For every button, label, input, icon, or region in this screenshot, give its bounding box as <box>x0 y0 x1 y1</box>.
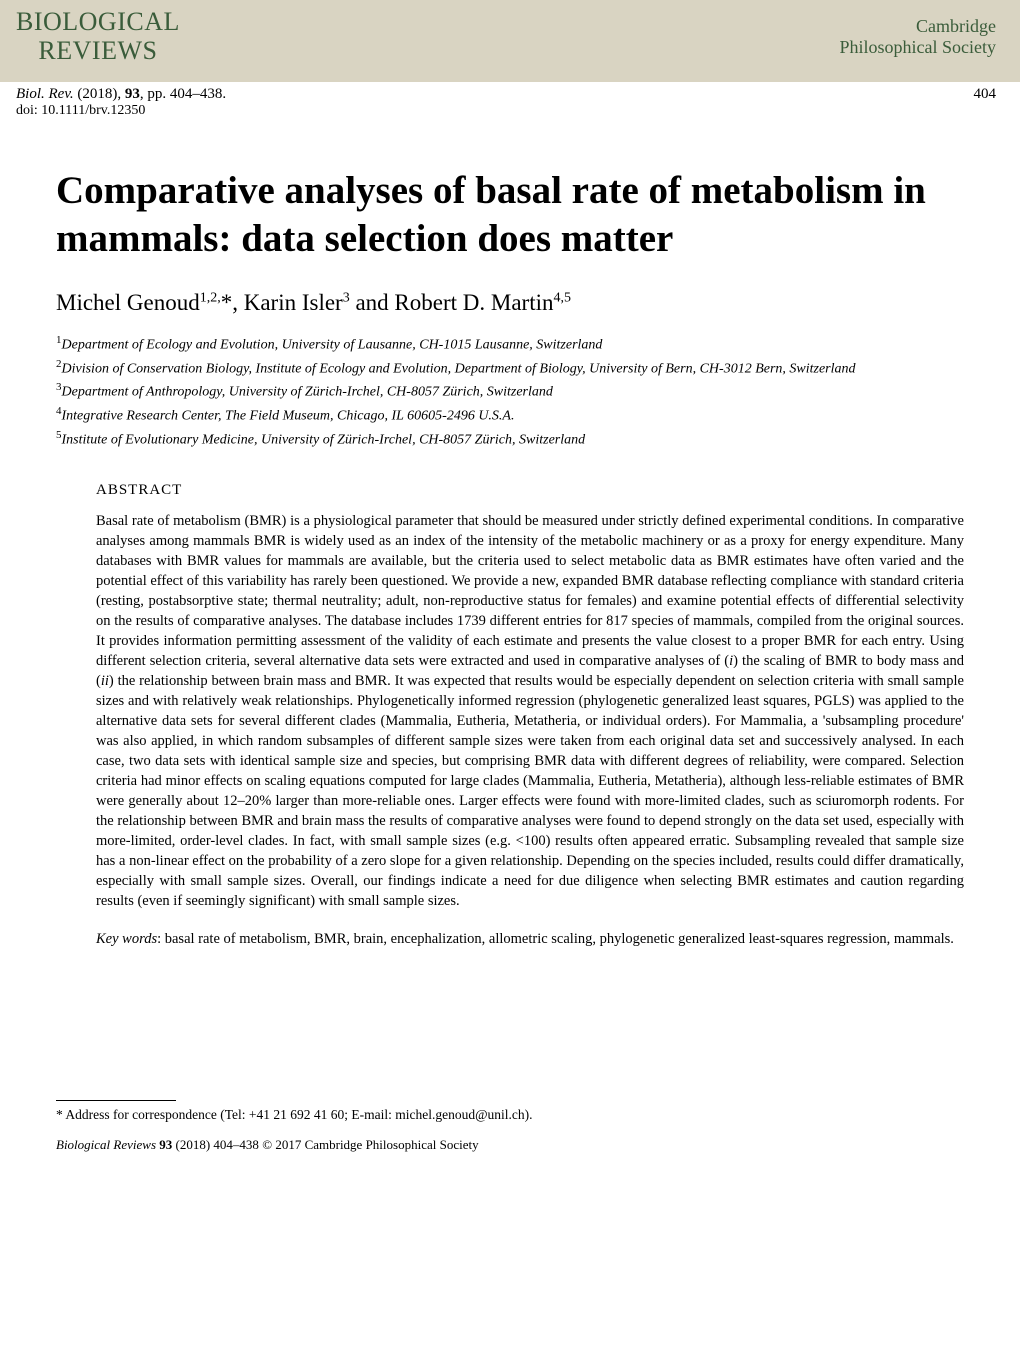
abstract-body: Basal rate of metabolism (BMR) is a phys… <box>96 511 964 911</box>
citation-volume: 93 <box>125 86 140 102</box>
page-number: 404 <box>974 86 997 103</box>
article-title: Comparative analyses of basal rate of me… <box>56 167 964 262</box>
article-content: Comparative analyses of basal rate of me… <box>0 119 1020 990</box>
copyright-rest: © 2017 Cambridge Philosophical Society <box>262 1137 478 1152</box>
correspondence-footnote: * Address for correspondence (Tel: +41 2… <box>56 1107 964 1123</box>
affiliations-block: 1Department of Ecology and Evolution, Un… <box>56 332 964 450</box>
abstract-label: ABSTRACT <box>96 482 964 499</box>
keywords-line: Key words: basal rate of metabolism, BMR… <box>96 929 964 949</box>
affiliation-line: 3Department of Anthropology, University … <box>56 379 964 403</box>
journal-logo-line1: BIOLOGICAL <box>16 8 180 37</box>
citation-left: Biol. Rev. (2018), 93, pp. 404–438. <box>16 86 226 103</box>
keywords-label: Key words <box>96 931 157 947</box>
copyright-journal: Biological Reviews <box>56 1137 156 1152</box>
journal-logo: BIOLOGICAL REVIEWS <box>16 8 180 65</box>
society-line1: Cambridge <box>840 16 997 37</box>
copyright-line: Biological Reviews 93 (2018) 404–438 © 2… <box>56 1137 964 1153</box>
journal-abbrev: Biol. Rev. <box>16 86 74 102</box>
footnote-separator <box>56 1100 176 1101</box>
citation-pages: , pp. 404–438. <box>140 86 226 102</box>
doi-line: doi: 10.1111/brv.12350 <box>0 103 1020 119</box>
journal-logo-line2: REVIEWS <box>16 37 180 66</box>
affiliation-line: 2Division of Conservation Biology, Insti… <box>56 356 964 380</box>
citation-line: Biol. Rev. (2018), 93, pp. 404–438. 404 <box>0 82 1020 103</box>
copyright-volume: 93 <box>159 1137 172 1152</box>
journal-header-bar: BIOLOGICAL REVIEWS Cambridge Philosophic… <box>0 0 1020 82</box>
citation-year: (2018), <box>77 86 121 102</box>
society-line2: Philosophical Society <box>840 37 997 58</box>
affiliation-line: 4Integrative Research Center, The Field … <box>56 403 964 427</box>
society-label: Cambridge Philosophical Society <box>840 8 997 57</box>
authors-line: Michel Genoud1,2,*, Karin Isler3 and Rob… <box>56 290 964 316</box>
affiliation-line: 5Institute of Evolutionary Medicine, Uni… <box>56 427 964 451</box>
keywords-text: : basal rate of metabolism, BMR, brain, … <box>157 931 954 947</box>
copyright-pages-year: (2018) 404–438 <box>172 1137 262 1152</box>
affiliation-line: 1Department of Ecology and Evolution, Un… <box>56 332 964 356</box>
